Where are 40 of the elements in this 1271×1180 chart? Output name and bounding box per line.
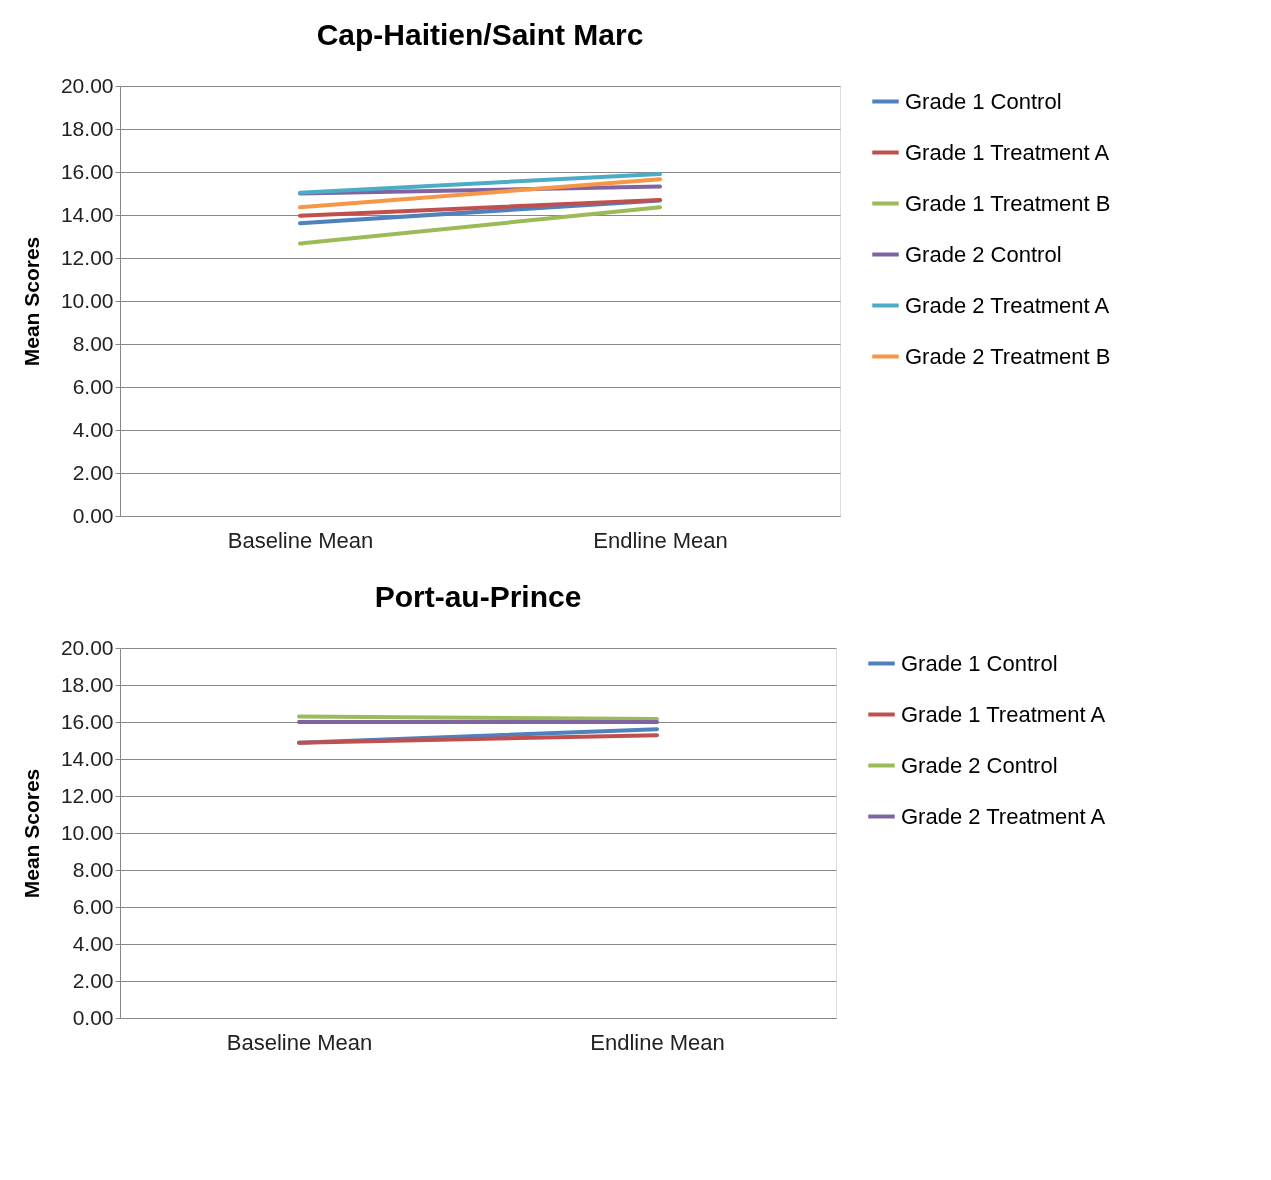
legend-label: Grade 2 Treatment B (905, 343, 1111, 369)
y-axis-title: Mean Scores (19, 236, 43, 367)
y-tick-label: 16.00 (60, 709, 114, 733)
chart-title: Port-au-Prince (374, 580, 582, 613)
legend-label: Grade 1 Treatment A (901, 701, 1106, 727)
y-tick-label: 2.00 (72, 968, 114, 992)
y-tick-label: 14.00 (60, 746, 114, 770)
chart-title: Cap-Haitien/Saint Marc (316, 18, 644, 51)
y-tick-label: 12.00 (60, 783, 114, 807)
y-tick-label: 0.00 (72, 503, 114, 527)
y-tick-label: 8.00 (72, 857, 114, 881)
legend-label: Grade 1 Treatment A (905, 139, 1110, 165)
legend-label: Grade 1 Treatment B (905, 190, 1111, 216)
y-tick-label: 18.00 (60, 672, 114, 696)
x-tick-label: Endline Mean (593, 527, 728, 553)
y-tick-label: 10.00 (60, 820, 114, 844)
legend-label: Grade 2 Treatment A (905, 292, 1110, 318)
legend-label: Grade 2 Control (905, 241, 1062, 267)
x-tick-label: Baseline Mean (227, 527, 374, 553)
y-tick-label: 6.00 (72, 894, 114, 918)
y-axis-title: Mean Scores (19, 768, 43, 899)
y-tick-label: 8.00 (72, 331, 114, 355)
x-tick-label: Endline Mean (590, 1029, 725, 1055)
y-tick-label: 2.00 (72, 460, 114, 484)
y-tick-label: 20.00 (60, 73, 114, 97)
legend-label: Grade 1 Control (905, 88, 1062, 114)
y-tick-label: 14.00 (60, 202, 114, 226)
y-tick-label: 4.00 (72, 931, 114, 955)
y-tick-label: 16.00 (60, 159, 114, 183)
y-tick-label: 10.00 (60, 288, 114, 312)
y-tick-label: 6.00 (72, 374, 114, 398)
y-tick-label: 12.00 (60, 245, 114, 269)
y-tick-label: 18.00 (60, 116, 114, 140)
legend-label: Grade 2 Treatment A (901, 803, 1106, 829)
legend-label: Grade 1 Control (901, 650, 1058, 676)
y-tick-label: 20.00 (60, 635, 114, 659)
y-tick-label: 0.00 (72, 1005, 114, 1029)
legend-label: Grade 2 Control (901, 752, 1058, 778)
y-tick-label: 4.00 (72, 417, 114, 441)
x-tick-label: Baseline Mean (226, 1029, 373, 1055)
